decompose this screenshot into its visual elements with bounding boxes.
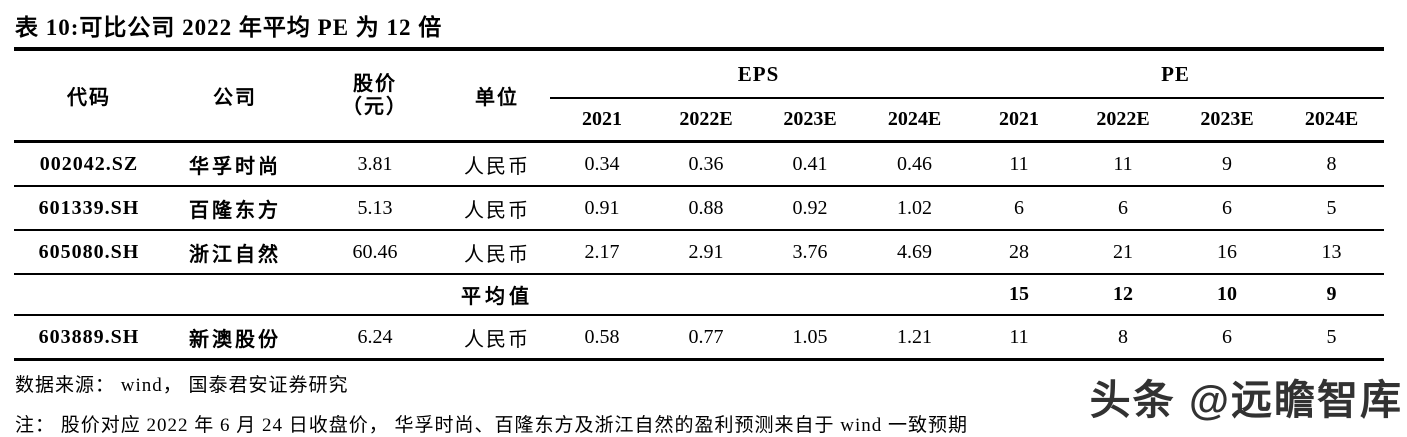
comparable-companies-table: 代码 公司 股价 （元） 单位 EPS PE 2021 2022E 2023E … xyxy=(14,51,1385,361)
cell-eps: 1.02 xyxy=(862,186,968,231)
col-header-price: 股价 （元） xyxy=(306,51,444,143)
cell-pe-average: 9 xyxy=(1279,274,1385,316)
cell-pe: 6 xyxy=(967,186,1072,231)
cell-pe: 11 xyxy=(1071,141,1176,187)
cell-eps: 0.88 xyxy=(654,186,758,231)
cell-eps: 2.17 xyxy=(550,230,654,275)
cell-eps: 1.05 xyxy=(758,315,862,361)
cell-price: 60.46 xyxy=(306,230,444,275)
eps-year-header: 2023E xyxy=(758,98,862,143)
cell-pe: 8 xyxy=(1071,315,1176,361)
table-row-bailong: 601339.SH 百隆东方 5.13 人民币 0.91 0.88 0.92 1… xyxy=(14,186,1385,231)
cell-code: 603889.SH xyxy=(14,315,164,361)
cell-company: 华孚时尚 xyxy=(164,141,306,187)
cell-empty xyxy=(758,274,862,316)
pe-year-header: 2022E xyxy=(1071,98,1176,143)
cell-pe: 11 xyxy=(967,141,1072,187)
average-label: 平均值 xyxy=(444,274,550,316)
watermark-text: 头条 @远瞻智库 xyxy=(1083,366,1403,426)
cell-empty xyxy=(862,274,968,316)
cell-pe: 6 xyxy=(1175,186,1280,231)
cell-code: 605080.SH xyxy=(14,230,164,275)
cell-pe: 6 xyxy=(1071,186,1176,231)
eps-year-header: 2024E xyxy=(862,98,968,143)
data-source-text: 数据来源： wind， 国泰君安证券研究 xyxy=(15,375,349,396)
year-header-row: 2021 2022E 2023E 2024E 2021 2022E 2023E … xyxy=(14,98,1385,143)
cell-pe: 6 xyxy=(1175,315,1280,361)
cell-unit: 人民币 xyxy=(444,230,550,275)
cell-price: 3.81 xyxy=(306,141,444,187)
table-row-average: 平均值 15 12 10 9 xyxy=(14,274,1385,316)
cell-eps: 0.58 xyxy=(550,315,654,361)
cell-pe: 8 xyxy=(1279,141,1385,187)
cell-pe: 16 xyxy=(1175,230,1280,275)
cell-eps: 0.77 xyxy=(654,315,758,361)
cell-company: 百隆东方 xyxy=(164,186,306,231)
cell-pe-average: 12 xyxy=(1071,274,1176,316)
cell-eps: 0.36 xyxy=(654,141,758,187)
cell-empty xyxy=(164,274,306,316)
cell-eps: 2.91 xyxy=(654,230,758,275)
cell-eps: 0.34 xyxy=(550,141,654,187)
cell-code: 002042.SZ xyxy=(14,141,164,187)
cell-empty xyxy=(14,274,164,316)
cell-empty xyxy=(550,274,654,316)
col-header-code: 代码 xyxy=(14,51,164,143)
cell-empty xyxy=(654,274,758,316)
cell-pe: 21 xyxy=(1071,230,1176,275)
cell-price: 6.24 xyxy=(306,315,444,361)
cell-eps: 0.41 xyxy=(758,141,862,187)
cell-eps: 4.69 xyxy=(862,230,968,275)
col-header-unit: 单位 xyxy=(444,51,550,143)
table-title: 表 10:可比公司 2022 年平均 PE 为 12 倍 xyxy=(14,0,1384,51)
eps-year-header: 2022E xyxy=(654,98,758,143)
pe-year-header: 2023E xyxy=(1175,98,1280,143)
group-header-eps: EPS xyxy=(550,51,968,99)
cell-pe: 13 xyxy=(1279,230,1385,275)
cell-eps: 0.92 xyxy=(758,186,862,231)
cell-company: 浙江自然 xyxy=(164,230,306,275)
cell-unit: 人民币 xyxy=(444,186,550,231)
cell-eps: 0.46 xyxy=(862,141,968,187)
report-table-section: 表 10:可比公司 2022 年平均 PE 为 12 倍 代码 公司 股价 （元… xyxy=(14,0,1385,437)
cell-unit: 人民币 xyxy=(444,315,550,361)
table-row-xinao: 603889.SH 新澳股份 6.24 人民币 0.58 0.77 1.05 1… xyxy=(14,315,1385,361)
cell-empty xyxy=(306,274,444,316)
cell-unit: 人民币 xyxy=(444,141,550,187)
cell-pe-average: 15 xyxy=(967,274,1072,316)
eps-year-header: 2021 xyxy=(550,98,654,143)
cell-pe: 28 xyxy=(967,230,1072,275)
cell-eps: 3.76 xyxy=(758,230,862,275)
cell-pe: 9 xyxy=(1175,141,1280,187)
cell-code: 601339.SH xyxy=(14,186,164,231)
table-row-zhejiang: 605080.SH 浙江自然 60.46 人民币 2.17 2.91 3.76 … xyxy=(14,230,1385,275)
cell-pe-average: 10 xyxy=(1175,274,1280,316)
table-row-huafu: 002042.SZ 华孚时尚 3.81 人民币 0.34 0.36 0.41 0… xyxy=(14,141,1385,187)
cell-eps: 0.91 xyxy=(550,186,654,231)
group-header-row: 代码 公司 股价 （元） 单位 EPS PE xyxy=(14,51,1385,143)
col-header-price-line2: （元） xyxy=(342,95,408,118)
col-header-company: 公司 xyxy=(164,51,306,143)
col-header-price-line1: 股价 xyxy=(353,72,397,95)
cell-eps: 1.21 xyxy=(862,315,968,361)
cell-pe: 5 xyxy=(1279,186,1385,231)
group-header-pe: PE xyxy=(967,51,1385,99)
cell-company: 新澳股份 xyxy=(164,315,306,361)
cell-pe: 11 xyxy=(967,315,1072,361)
cell-price: 5.13 xyxy=(306,186,444,231)
pe-year-header: 2021 xyxy=(967,98,1072,143)
cell-pe: 5 xyxy=(1279,315,1385,361)
pe-year-header: 2024E xyxy=(1279,98,1385,143)
